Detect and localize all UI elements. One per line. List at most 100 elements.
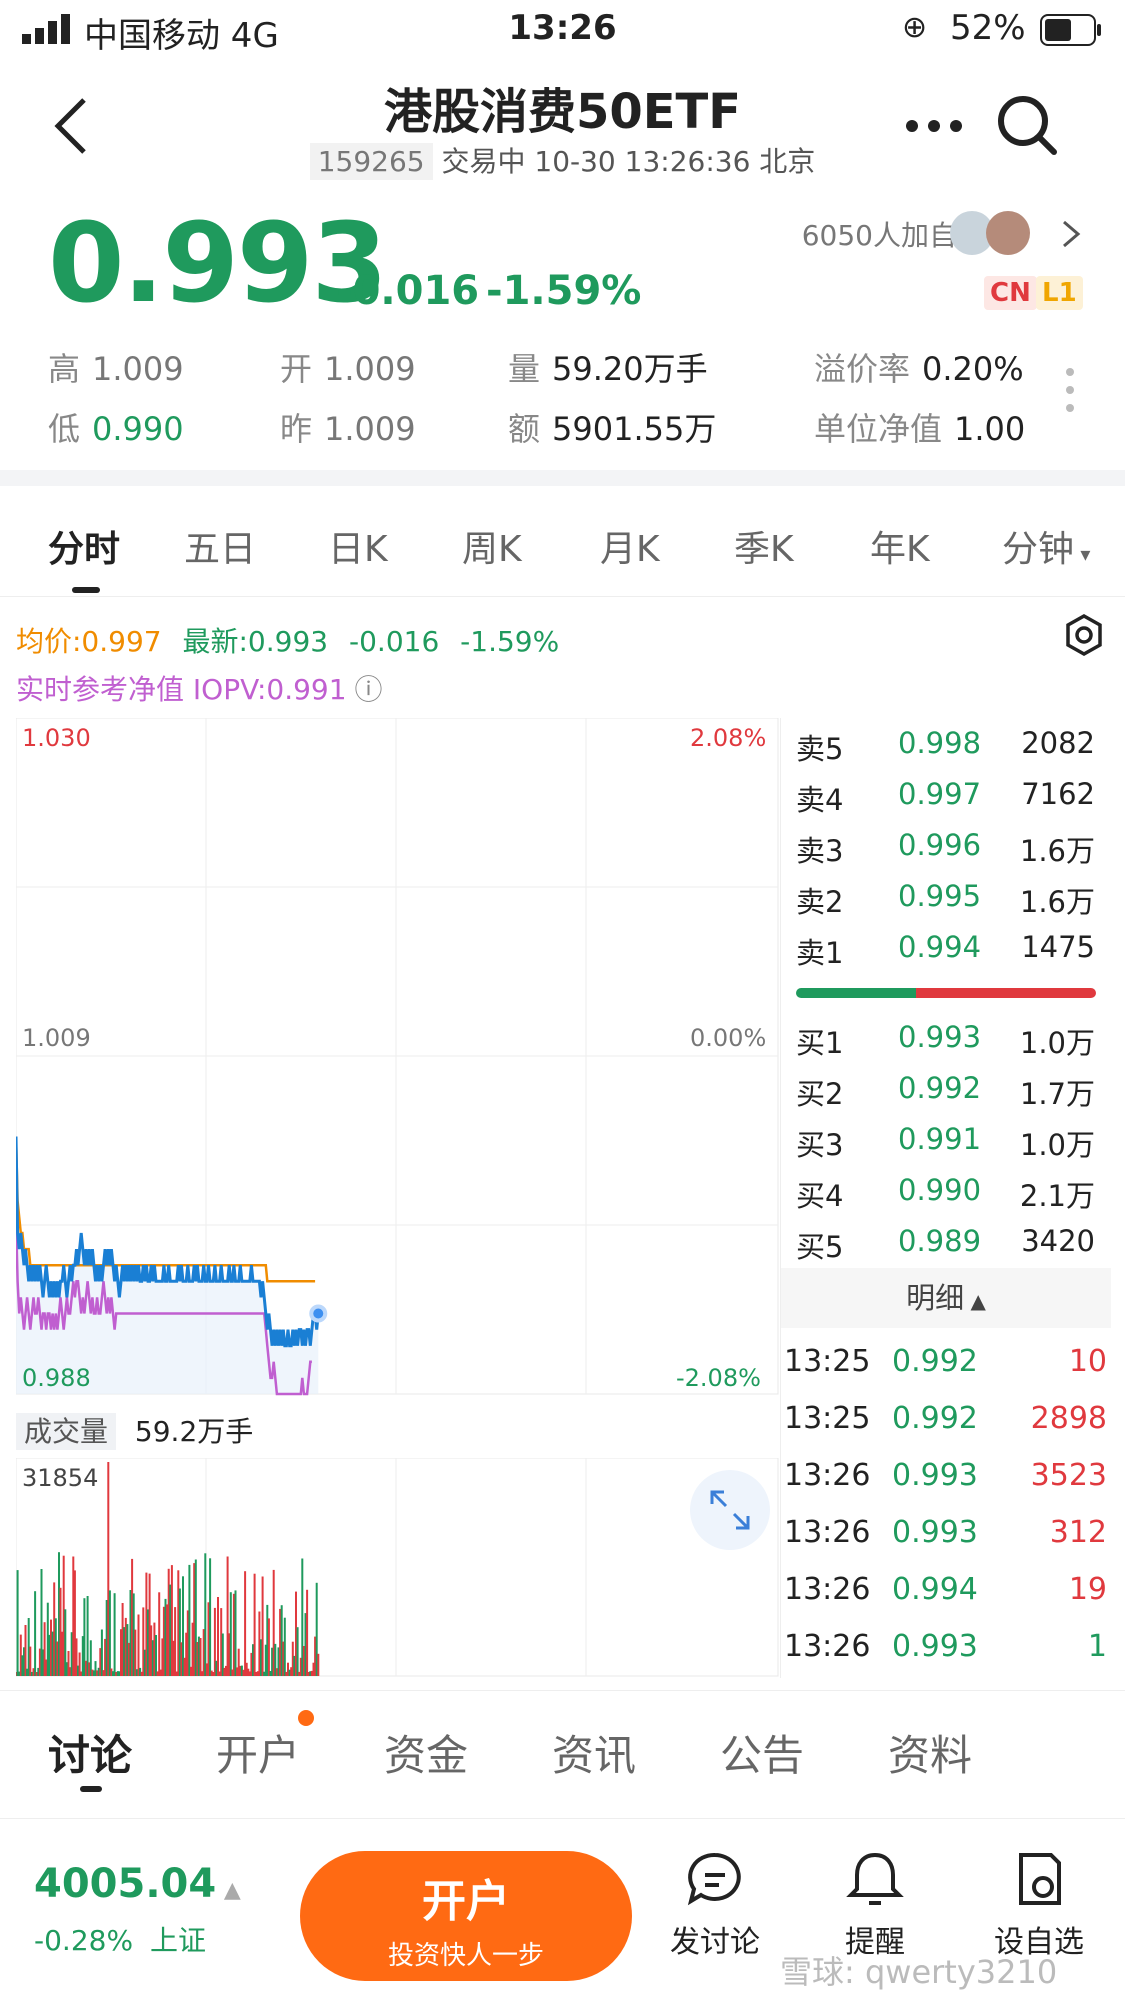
volume-bar bbox=[18, 1671, 21, 1676]
tab-discussion[interactable]: 讨论 bbox=[48, 1731, 133, 1780]
volume-bar bbox=[207, 1602, 210, 1676]
trade-qty: 1 bbox=[1087, 1629, 1107, 1664]
back-icon[interactable] bbox=[50, 96, 90, 156]
trade-qty: 2898 bbox=[1030, 1401, 1107, 1436]
volume-bar bbox=[223, 1667, 226, 1676]
price-chart[interactable] bbox=[16, 718, 780, 1396]
tab-funds[interactable]: 资金 bbox=[384, 1731, 469, 1780]
tab-monthly-k[interactable]: 月K bbox=[600, 529, 660, 570]
trade-time: 13:25 bbox=[784, 1344, 871, 1379]
axis-bottom-pct: -2.08% bbox=[676, 1364, 761, 1392]
trade-qty: 19 bbox=[1068, 1572, 1107, 1607]
volume-bar bbox=[210, 1670, 213, 1676]
chevron-right-icon[interactable] bbox=[1060, 218, 1084, 250]
volume-bar bbox=[295, 1591, 297, 1676]
tab-intraday[interactable]: 分时 bbox=[48, 529, 121, 570]
vertical-more-icon[interactable] bbox=[1064, 366, 1076, 416]
volume-max: 31854 bbox=[22, 1464, 99, 1492]
volume-bar bbox=[32, 1668, 35, 1676]
trade-qty: 312 bbox=[1049, 1515, 1107, 1550]
volume-bar bbox=[190, 1666, 192, 1676]
volume-chart[interactable] bbox=[16, 1458, 780, 1678]
volume-bar bbox=[306, 1589, 309, 1676]
detail-toggle[interactable]: 明细 ▲ bbox=[781, 1268, 1111, 1328]
open-account-button[interactable]: 开户 投资快人一步 bbox=[300, 1851, 632, 1981]
volume-bar bbox=[288, 1669, 291, 1676]
tab-profile[interactable]: 资料 bbox=[888, 1731, 973, 1780]
tab-quarterly-k[interactable]: 季K bbox=[734, 529, 794, 570]
page-title: 港股消费50ETF bbox=[383, 84, 742, 140]
volume-bar bbox=[263, 1671, 266, 1676]
volume-bar bbox=[191, 1622, 194, 1676]
volume-bar bbox=[153, 1622, 156, 1676]
tab-open-account[interactable]: 开户 bbox=[216, 1731, 301, 1780]
footer-bar: 4005.04 ▲ -0.28% 上证 开户 投资快人一步 发讨论 提醒 设自选… bbox=[0, 1818, 1125, 2001]
tab-yearly-k[interactable]: 年K bbox=[870, 529, 930, 570]
alert-button[interactable]: 提醒 bbox=[820, 1849, 930, 1961]
volume-bar bbox=[260, 1639, 262, 1676]
volume-bar bbox=[285, 1671, 288, 1676]
tab-announcements[interactable]: 公告 bbox=[720, 1731, 805, 1780]
stat-high: 高 1.009 bbox=[48, 350, 184, 388]
bell-icon bbox=[846, 1852, 904, 1905]
dropdown-icon: ▾ bbox=[1074, 542, 1091, 566]
expand-icon bbox=[710, 1490, 750, 1530]
tab-weekly-k[interactable]: 周K bbox=[462, 529, 522, 570]
index-change: -0.28% bbox=[34, 1924, 134, 1957]
volume-bar bbox=[271, 1647, 274, 1676]
stat-premium: 溢价率 0.20% bbox=[814, 350, 1024, 388]
tab-five-day[interactable]: 五日 bbox=[184, 529, 257, 570]
volume-bar bbox=[104, 1638, 107, 1676]
tab-news[interactable]: 资讯 bbox=[552, 1731, 637, 1780]
volume-bar bbox=[123, 1627, 126, 1676]
volume-value: 59.2万手 bbox=[134, 1415, 254, 1448]
add-watchlist-button[interactable]: 设自选 bbox=[984, 1849, 1094, 1961]
volume-bar bbox=[78, 1652, 81, 1676]
volume-bar bbox=[169, 1584, 172, 1676]
tab-minute[interactable]: 分钟 ▾ bbox=[1002, 529, 1091, 570]
section-divider bbox=[0, 470, 1125, 486]
volume-label: 成交量 bbox=[16, 1413, 117, 1450]
volume-bar bbox=[178, 1588, 181, 1676]
volume-bar bbox=[108, 1590, 111, 1676]
volume-bar bbox=[120, 1629, 122, 1676]
volume-bar bbox=[182, 1576, 184, 1676]
volume-bars bbox=[16, 1462, 320, 1676]
volume-bar bbox=[102, 1670, 105, 1676]
legend-latest: 最新:0.993 bbox=[182, 625, 329, 658]
tab-daily-k[interactable]: 日K bbox=[328, 529, 388, 570]
stat-low: 低 0.990 bbox=[48, 410, 184, 448]
info-icon[interactable]: ⓘ bbox=[354, 673, 383, 706]
volume-bar bbox=[143, 1649, 146, 1676]
post-discussion-button[interactable]: 发讨论 bbox=[660, 1849, 770, 1961]
volume-bar bbox=[256, 1671, 259, 1676]
volume-bar bbox=[45, 1659, 48, 1676]
volume-header: 成交量 59.2万手 bbox=[16, 1410, 253, 1450]
volume-bar bbox=[186, 1610, 189, 1676]
expand-button[interactable] bbox=[690, 1470, 770, 1550]
volume-bar bbox=[64, 1609, 67, 1676]
index-change-row[interactable]: -0.28% 上证 bbox=[34, 1919, 206, 1959]
ask-label: 卖1 bbox=[796, 936, 844, 970]
follower-avatars[interactable] bbox=[948, 208, 1044, 258]
volume-bar bbox=[293, 1655, 296, 1676]
search-icon[interactable] bbox=[996, 94, 1058, 156]
legend-change: -0.016 bbox=[349, 625, 440, 658]
volume-bar bbox=[105, 1600, 108, 1676]
volume-bar bbox=[46, 1602, 49, 1676]
index-value[interactable]: 4005.04 ▲ bbox=[34, 1861, 241, 1907]
bid-qty: 1.0万 bbox=[1019, 1128, 1095, 1162]
volume-bar bbox=[42, 1649, 44, 1676]
trade-time: 13:26 bbox=[784, 1458, 871, 1493]
settings-icon[interactable] bbox=[1064, 614, 1104, 656]
more-icon[interactable] bbox=[904, 118, 964, 134]
volume-bar bbox=[86, 1596, 89, 1676]
volume-bar bbox=[218, 1671, 221, 1676]
volume-bar bbox=[94, 1661, 97, 1676]
volume-bar bbox=[269, 1671, 272, 1676]
volume-bar bbox=[204, 1553, 207, 1676]
stat-volume: 量 59.20万手 bbox=[508, 350, 708, 388]
ask-qty: 1475 bbox=[1021, 930, 1095, 964]
volume-bar bbox=[197, 1636, 200, 1676]
volume-bar bbox=[287, 1662, 289, 1676]
